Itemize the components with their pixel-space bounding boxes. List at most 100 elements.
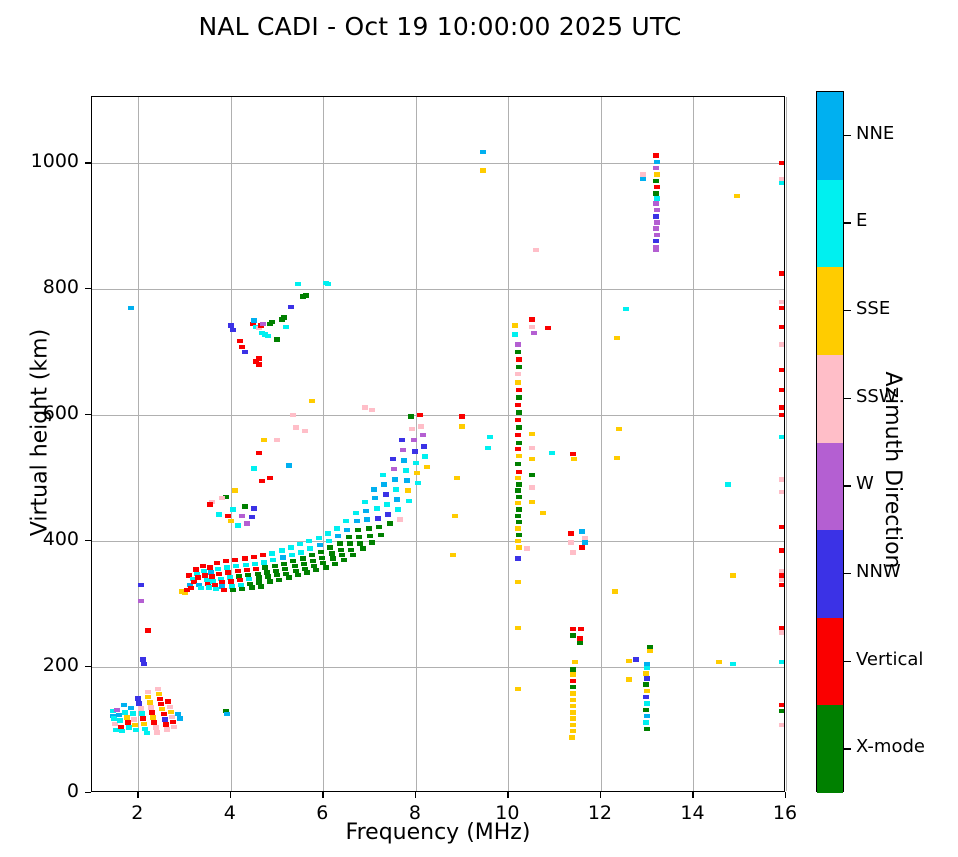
data-point	[250, 554, 257, 559]
data-point	[644, 701, 651, 706]
data-point	[156, 691, 163, 697]
colorbar-segment-nne[interactable]	[817, 92, 843, 180]
data-point	[168, 714, 175, 719]
y-axis-tick	[85, 162, 91, 164]
data-point	[119, 729, 126, 734]
data-point	[779, 412, 784, 418]
data-point	[211, 582, 218, 588]
data-point	[729, 573, 736, 578]
data-point	[167, 709, 174, 714]
data-point	[779, 489, 784, 495]
data-point	[306, 538, 313, 544]
x-axis-tick-label: 6	[316, 802, 329, 824]
data-point	[255, 575, 262, 580]
data-point	[143, 730, 150, 736]
colorbar-tick	[844, 748, 851, 750]
data-point	[218, 496, 225, 501]
data-point	[140, 721, 147, 726]
data-point	[334, 526, 341, 531]
data-point	[653, 239, 660, 244]
data-point	[514, 501, 521, 506]
data-point	[459, 424, 466, 429]
data-point	[255, 325, 262, 331]
data-point	[144, 690, 151, 695]
data-point	[368, 540, 375, 545]
data-point	[250, 321, 256, 326]
data-point	[779, 569, 784, 574]
data-point	[653, 245, 660, 250]
data-point	[579, 529, 586, 534]
data-point	[336, 541, 343, 546]
data-point	[515, 532, 522, 537]
data-point	[299, 294, 306, 299]
data-point	[113, 727, 120, 733]
data-point	[514, 579, 521, 585]
data-point	[387, 521, 394, 526]
data-point	[646, 649, 653, 654]
colorbar-segment-ssw[interactable]	[817, 354, 843, 443]
data-point	[212, 586, 219, 592]
data-point	[653, 214, 660, 219]
data-point	[343, 518, 350, 524]
data-point	[288, 552, 295, 558]
data-point	[644, 661, 651, 667]
data-point	[350, 552, 357, 558]
data-point	[479, 168, 486, 173]
data-point	[203, 577, 210, 583]
data-point	[307, 546, 314, 551]
data-point	[274, 572, 281, 578]
data-point	[515, 440, 522, 445]
data-point	[779, 434, 784, 440]
data-point	[248, 514, 255, 520]
data-point	[166, 704, 173, 709]
colorbar-tick	[844, 485, 851, 487]
data-point	[183, 587, 190, 593]
data-point	[250, 506, 257, 511]
data-point	[285, 575, 292, 580]
data-point	[227, 518, 234, 524]
data-point	[571, 456, 578, 462]
data-point	[394, 497, 401, 502]
data-point	[292, 425, 299, 430]
data-point	[515, 453, 522, 459]
colorbar-title: Azimuth Direction	[880, 371, 905, 569]
data-point	[123, 715, 130, 720]
data-point	[209, 499, 216, 505]
y-axis-tick-label: 600	[42, 402, 79, 425]
data-point	[264, 574, 271, 579]
data-point	[337, 547, 344, 553]
data-point	[195, 575, 202, 580]
data-point	[528, 445, 535, 451]
data-point	[401, 458, 408, 463]
data-point	[228, 584, 235, 589]
data-point	[514, 538, 521, 544]
data-point	[255, 362, 262, 367]
data-point	[410, 438, 417, 443]
data-point	[298, 550, 305, 555]
colorbar-label-nnw: NNW	[856, 560, 901, 582]
data-point	[200, 569, 207, 574]
data-point	[271, 564, 278, 569]
colorbar-segment-sse[interactable]	[817, 267, 843, 355]
y-axis-tick	[85, 414, 91, 416]
data-point	[227, 579, 234, 584]
data-point	[270, 557, 277, 563]
data-point	[779, 573, 784, 578]
colorbar-segment-nnw[interactable]	[817, 530, 843, 618]
data-point	[528, 317, 535, 322]
data-point	[528, 499, 535, 505]
data-point	[528, 485, 535, 490]
colorbar-segment-x-mode[interactable]	[817, 705, 843, 793]
data-point	[204, 581, 211, 587]
colorbar-segment-e[interactable]	[817, 179, 843, 268]
data-point	[570, 697, 577, 702]
x-axis-tick	[785, 792, 787, 798]
data-point	[515, 357, 522, 362]
data-point	[236, 574, 243, 579]
data-point	[514, 402, 521, 408]
data-point	[320, 560, 327, 566]
data-point	[282, 566, 289, 571]
colorbar-segment-vertical[interactable]	[817, 617, 843, 706]
colorbar-segment-w[interactable]	[817, 442, 843, 531]
colorbar[interactable]	[816, 91, 844, 793]
